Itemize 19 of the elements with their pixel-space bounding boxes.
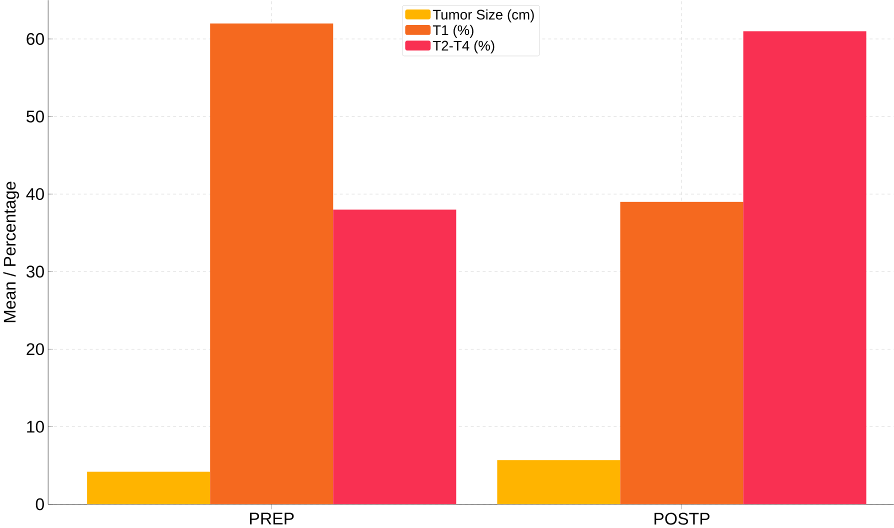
- y-axis-title: Mean / Percentage: [3, 182, 20, 322]
- y-tick-label: 40: [26, 188, 44, 200]
- bar: [87, 472, 210, 504]
- bar: [497, 460, 620, 504]
- legend-label: Tumor Size (cm): [432, 9, 534, 22]
- y-tick-label: 30: [26, 266, 44, 278]
- bar: [620, 202, 744, 504]
- x-tick-label: POSTP: [654, 512, 710, 525]
- legend-label: T1 (%): [432, 24, 474, 38]
- y-tick-label: 0: [36, 498, 44, 510]
- y-tick-label: 20: [26, 343, 44, 356]
- y-tick-label: 10: [27, 420, 44, 433]
- legend-label: T2-T4 (%): [432, 40, 494, 54]
- y-tick-label: 60: [26, 32, 44, 45]
- y-tick-label: 50: [26, 110, 44, 122]
- bar: [333, 210, 456, 504]
- bar: [210, 23, 334, 504]
- bar: [743, 31, 866, 504]
- x-tick-label: PREP: [250, 512, 294, 524]
